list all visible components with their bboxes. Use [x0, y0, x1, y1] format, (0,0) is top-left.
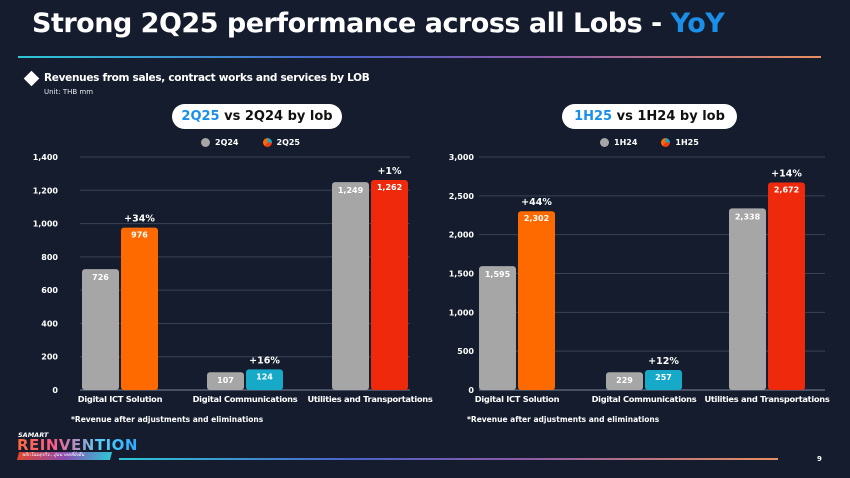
legend-current-swatch-icon — [262, 138, 272, 147]
y-tick-label: 500 — [457, 347, 474, 356]
bar-prior-value-label: 107 — [217, 376, 234, 385]
bar-prior-value-label: 726 — [92, 273, 109, 282]
y-tick-label: 1,200 — [33, 186, 59, 195]
chart-quarter: 0 200 400 600 800 1,000 1,200 1,400 726 976 +34% Di… — [33, 153, 434, 404]
footer-divider — [119, 458, 778, 460]
y-tick-label: 600 — [41, 286, 58, 295]
bar-current-value-label: 2,672 — [774, 185, 799, 194]
bar-current — [121, 227, 158, 390]
chart-half: 0 500 1,000 1,500 2,000 2,500 3,000 1,595 2,302 +… — [449, 153, 831, 404]
x-category-label: Digital ICT Solution — [475, 394, 560, 404]
page-title: Strong 2Q25 performance across all Lobs … — [32, 8, 725, 39]
title-divider — [18, 56, 821, 58]
legend-current-label: 1H25 — [675, 138, 699, 147]
footnote-half: *Revenue after adjustments and eliminati… — [467, 415, 660, 424]
bar-prior — [479, 266, 516, 390]
y-tick-label: 1,000 — [449, 308, 475, 317]
legend-current-swatch-icon — [661, 138, 671, 147]
footnote-quarter: *Revenue after adjustments and eliminati… — [71, 415, 264, 424]
chart-title-accent: 2Q25 — [181, 109, 220, 124]
bar-prior-value-label: 2,338 — [735, 212, 761, 221]
bar-current-value-label: 257 — [655, 373, 672, 382]
y-tick-label: 3,000 — [449, 153, 475, 162]
bar-current — [768, 182, 805, 390]
chart-title-accent: 1H25 — [574, 109, 613, 124]
logo-samart: SAMART — [18, 431, 49, 439]
chart-title-rest: vs 2Q24 by lob — [219, 109, 333, 124]
unit-label: Unit: THB mm — [44, 88, 94, 96]
bar-current — [371, 179, 408, 390]
bar-current-value-label: 2,302 — [524, 214, 549, 223]
x-category-label: Utilities and Transportations — [307, 394, 432, 404]
chart-title-rest: vs 1H24 by lob — [612, 109, 725, 124]
page-number: 9 — [817, 455, 822, 463]
section-subtitle: Revenues from sales, contract works and … — [44, 72, 370, 84]
bar-current — [518, 211, 555, 390]
bar-prior — [82, 269, 119, 390]
x-category-label: Utilities and Transportations — [704, 394, 829, 404]
growth-label: +1% — [377, 166, 402, 177]
diamond-bullet-icon — [23, 70, 40, 87]
legend-prior-swatch-icon — [600, 138, 609, 147]
legend-current-label: 2Q25 — [276, 138, 301, 147]
y-tick-label: 1,500 — [449, 270, 475, 279]
title-main: Strong 2Q25 performance across all Lobs … — [32, 8, 671, 39]
legend-prior-label: 1H24 — [614, 138, 638, 147]
bar-prior — [332, 182, 369, 390]
bar-prior — [606, 372, 643, 390]
bar-current-value-label: 124 — [256, 372, 273, 381]
y-tick-label: 1,000 — [33, 220, 59, 229]
y-tick-label: 1,400 — [33, 153, 59, 162]
legend-quarter: 2Q24 2Q25 — [201, 138, 300, 147]
growth-label: +44% — [521, 197, 552, 208]
x-category-label: Digital Communications — [592, 394, 697, 404]
growth-label: +16% — [249, 355, 280, 366]
growth-label: +34% — [124, 214, 155, 225]
bar-current — [246, 369, 283, 390]
bar-current-value-label: 1,262 — [377, 183, 402, 192]
bar-current — [645, 370, 682, 390]
growth-label: +14% — [771, 168, 802, 179]
chart-title-half: 1H25 vs 1H24 by lob — [562, 104, 737, 129]
bar-prior-value-label: 1,249 — [338, 186, 364, 195]
bar-current-value-label: 976 — [131, 231, 148, 240]
y-tick-label: 200 — [41, 353, 58, 362]
y-tick-label: 800 — [41, 253, 58, 262]
legend-prior-label: 2Q24 — [215, 138, 239, 147]
bar-prior — [207, 372, 244, 390]
bar-prior-value-label: 229 — [616, 376, 633, 385]
legend-prior-swatch-icon — [201, 138, 210, 147]
growth-label: +12% — [648, 356, 679, 367]
y-tick-label: 400 — [41, 319, 58, 328]
logo-reinvention: REINVENTION — [17, 436, 138, 454]
logo-tagline: พลิกโฉมธุรกิจ...สู่อนาคตที่ยั่งยืน — [16, 452, 113, 460]
bar-prior-value-label: 1,595 — [485, 270, 511, 279]
y-tick-label: 0 — [468, 386, 474, 395]
bar-prior — [729, 208, 766, 390]
legend-half: 1H24 1H25 — [600, 138, 699, 147]
y-tick-label: 2,000 — [449, 231, 475, 240]
x-category-label: Digital ICT Solution — [78, 394, 163, 404]
y-tick-label: 2,500 — [449, 192, 475, 201]
title-accent: YoY — [670, 8, 725, 39]
y-tick-label: 0 — [52, 386, 58, 395]
chart-title-quarter: 2Q25 vs 2Q24 by lob — [172, 104, 342, 129]
x-category-label: Digital Communications — [193, 394, 298, 404]
